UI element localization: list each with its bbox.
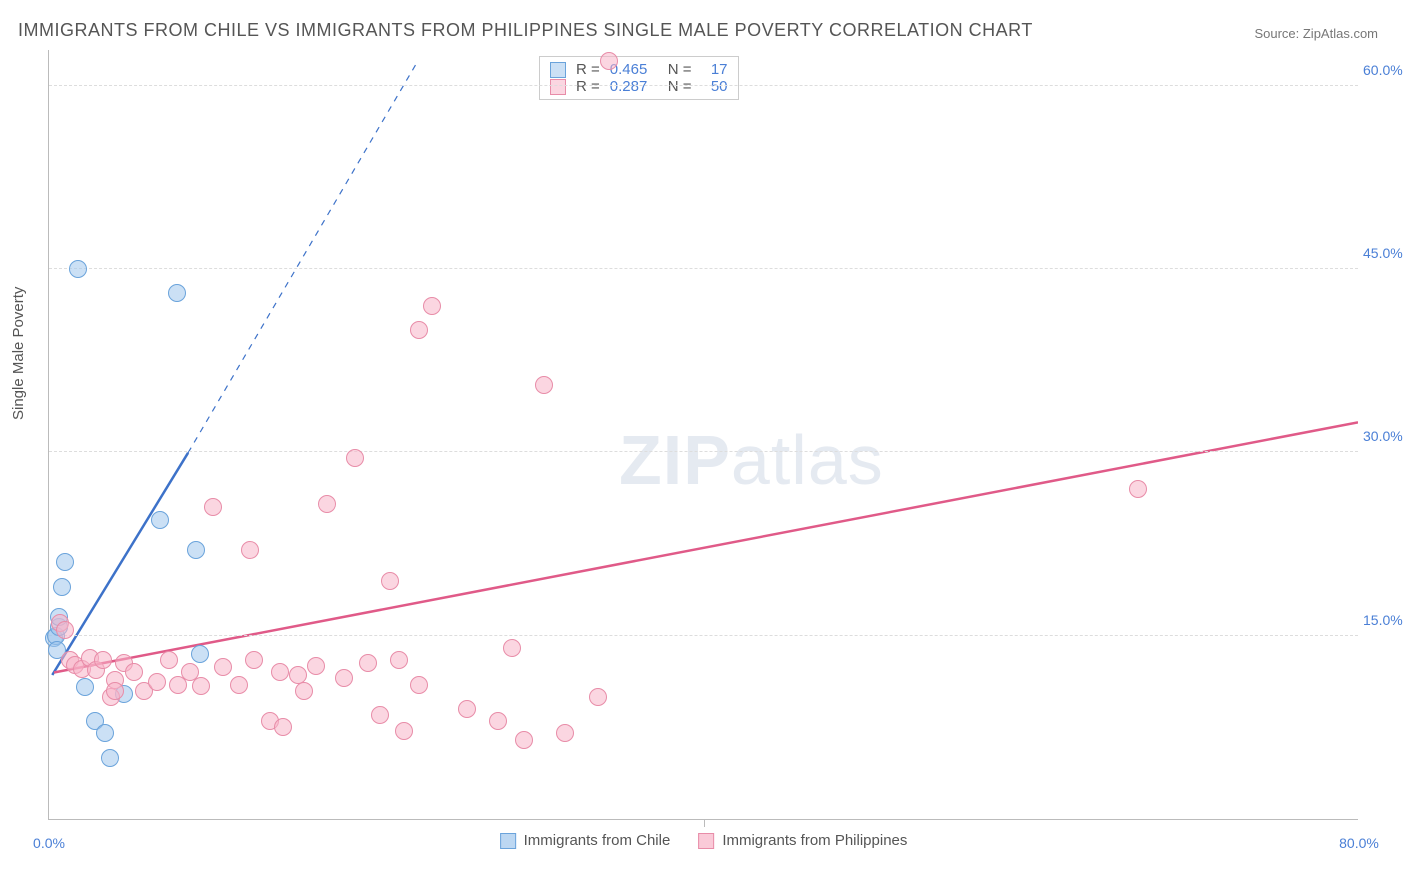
data-point <box>589 688 607 706</box>
y-tick-label: 30.0% <box>1363 428 1406 444</box>
plot-area: ZIPatlas R =0.465N =17R =0.287N =50 Immi… <box>48 50 1358 820</box>
data-point <box>600 52 618 70</box>
data-point <box>96 724 114 742</box>
chart-title: IMMIGRANTS FROM CHILE VS IMMIGRANTS FROM… <box>18 20 1033 41</box>
data-point <box>307 657 325 675</box>
data-point <box>371 706 389 724</box>
data-point <box>148 673 166 691</box>
data-point <box>318 495 336 513</box>
data-point <box>56 553 74 571</box>
data-point <box>423 297 441 315</box>
data-point <box>53 578 71 596</box>
source-label: Source: ZipAtlas.com <box>1254 26 1378 41</box>
gridline <box>49 268 1358 269</box>
x-tick-label: 0.0% <box>33 835 65 851</box>
data-point <box>191 645 209 663</box>
trend-lines <box>49 50 1358 819</box>
legend-item: Immigrants from Philippines <box>698 832 907 849</box>
data-point <box>410 321 428 339</box>
data-point <box>395 722 413 740</box>
data-point <box>69 260 87 278</box>
legend-row: R =0.287N =50 <box>550 78 728 95</box>
gridline <box>49 451 1358 452</box>
data-point <box>410 676 428 694</box>
legend-item: Immigrants from Chile <box>500 832 671 849</box>
data-point <box>359 654 377 672</box>
data-point <box>187 541 205 559</box>
gridline <box>49 635 1358 636</box>
data-point <box>515 731 533 749</box>
data-point <box>106 682 124 700</box>
data-point <box>204 498 222 516</box>
x-tick-label: 80.0% <box>1339 835 1379 851</box>
data-point <box>274 718 292 736</box>
data-point <box>192 677 210 695</box>
data-point <box>1129 480 1147 498</box>
data-point <box>230 676 248 694</box>
data-point <box>271 663 289 681</box>
data-point <box>56 621 74 639</box>
y-axis-title: Single Male Poverty <box>10 287 27 420</box>
legend-row: R =0.465N =17 <box>550 61 728 78</box>
data-point <box>168 284 186 302</box>
legend-series: Immigrants from Chile Immigrants from Phi… <box>500 832 908 849</box>
data-point <box>503 639 521 657</box>
data-point <box>489 712 507 730</box>
data-point <box>390 651 408 669</box>
y-tick-label: 60.0% <box>1363 62 1406 78</box>
data-point <box>125 663 143 681</box>
data-point <box>381 572 399 590</box>
data-point <box>101 749 119 767</box>
y-tick-label: 45.0% <box>1363 245 1406 261</box>
data-point <box>151 511 169 529</box>
data-point <box>346 449 364 467</box>
legend-correlation: R =0.465N =17R =0.287N =50 <box>539 56 739 100</box>
data-point <box>245 651 263 669</box>
data-point <box>556 724 574 742</box>
x-tick <box>704 819 705 827</box>
data-point <box>160 651 178 669</box>
data-point <box>94 651 112 669</box>
watermark: ZIPatlas <box>619 420 884 500</box>
data-point <box>535 376 553 394</box>
gridline <box>49 85 1358 86</box>
data-point <box>295 682 313 700</box>
data-point <box>335 669 353 687</box>
data-point <box>458 700 476 718</box>
data-point <box>214 658 232 676</box>
data-point <box>241 541 259 559</box>
data-point <box>76 678 94 696</box>
y-tick-label: 15.0% <box>1363 612 1406 628</box>
